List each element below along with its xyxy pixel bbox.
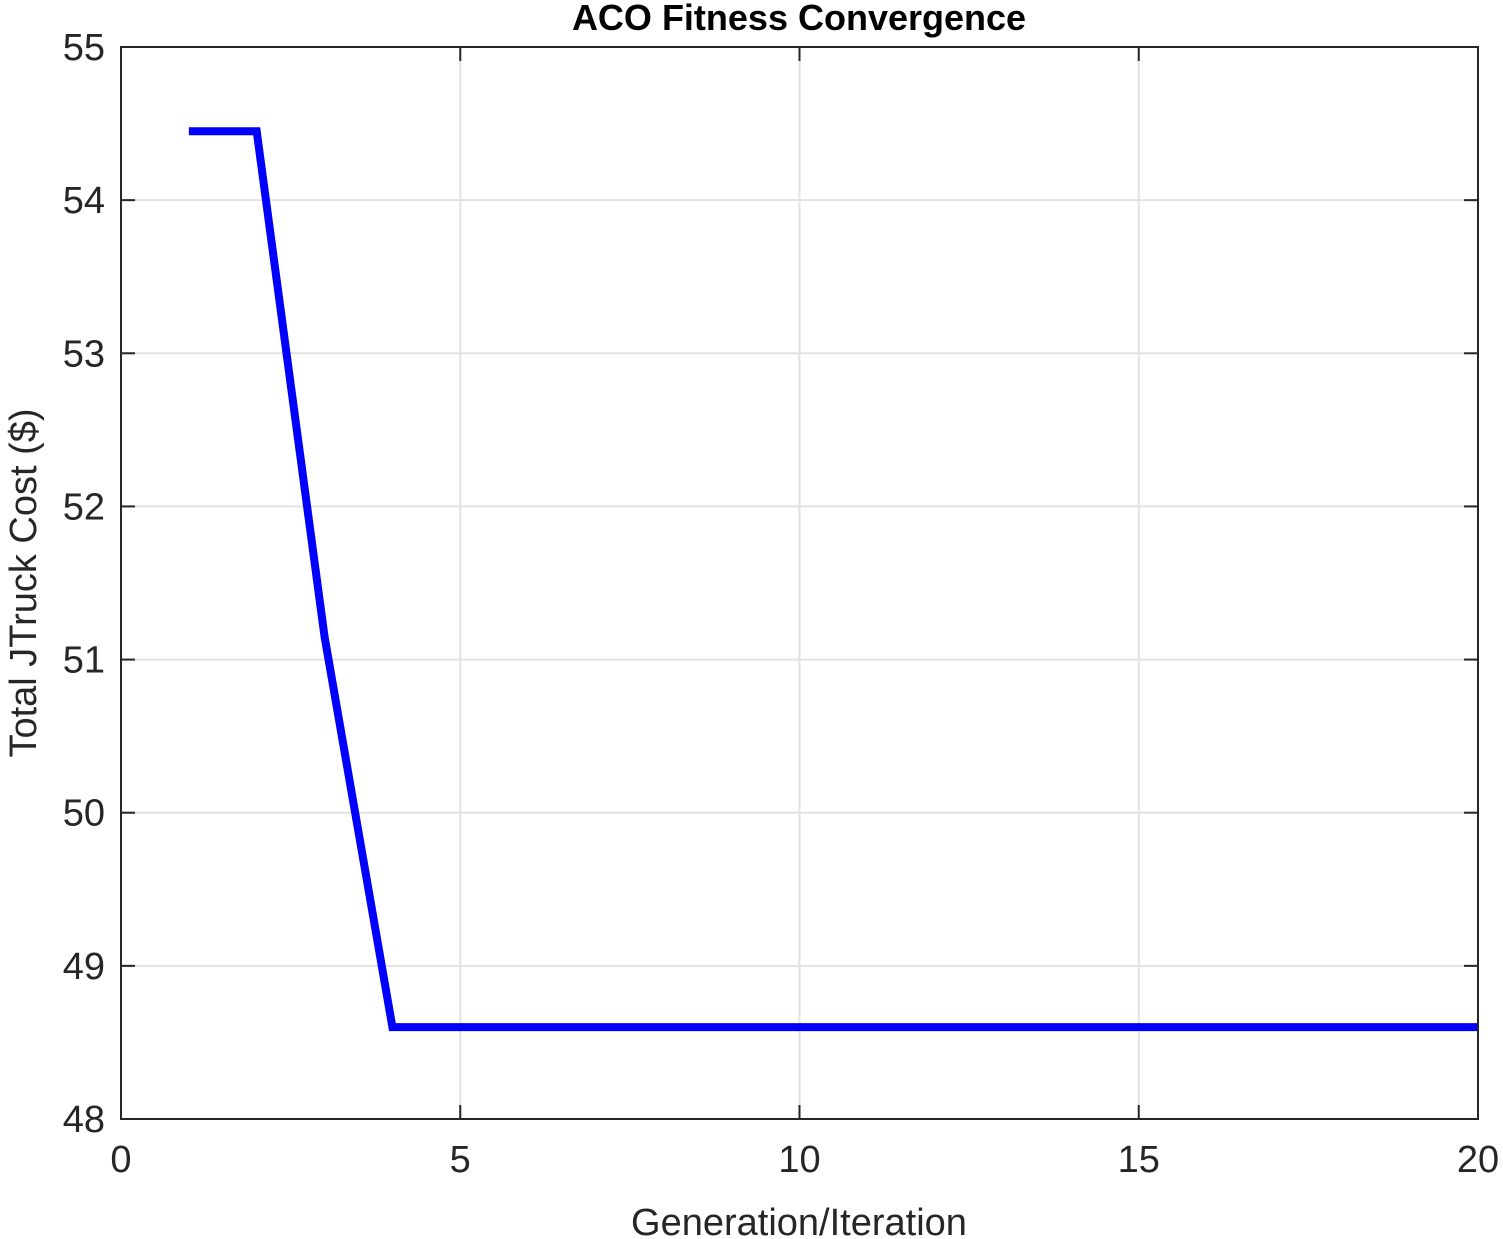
x-tick-label: 20 [1457,1139,1499,1181]
grid [121,47,1478,1119]
tick-marks [120,46,1479,1120]
series-line [188,127,1478,1032]
y-tick-label: 52 [63,486,105,528]
x-tick-label: 15 [1118,1139,1160,1181]
chart-title: ACO Fitness Convergence [572,0,1026,38]
y-tick-label: 48 [63,1099,105,1141]
y-axis-label: Total JTruck Cost ($) [3,408,45,757]
x-tick-labels: 0 5 10 15 20 [110,1139,1499,1181]
series-layer [188,127,1478,1032]
y-tick-label: 55 [63,27,105,69]
y-tick-label: 51 [63,640,105,682]
y-tick-label: 54 [63,180,105,222]
y-tick-labels: 48 49 50 51 52 53 54 55 [63,27,105,1141]
x-tick-label: 10 [778,1139,820,1181]
x-tick-label: 5 [450,1139,471,1181]
y-tick-label: 50 [63,793,105,835]
y-tick-label: 53 [63,333,105,375]
x-tick-label: 0 [110,1139,131,1181]
y-tick-label: 49 [63,946,105,988]
x-axis-label: Generation/Iteration [631,1202,967,1239]
